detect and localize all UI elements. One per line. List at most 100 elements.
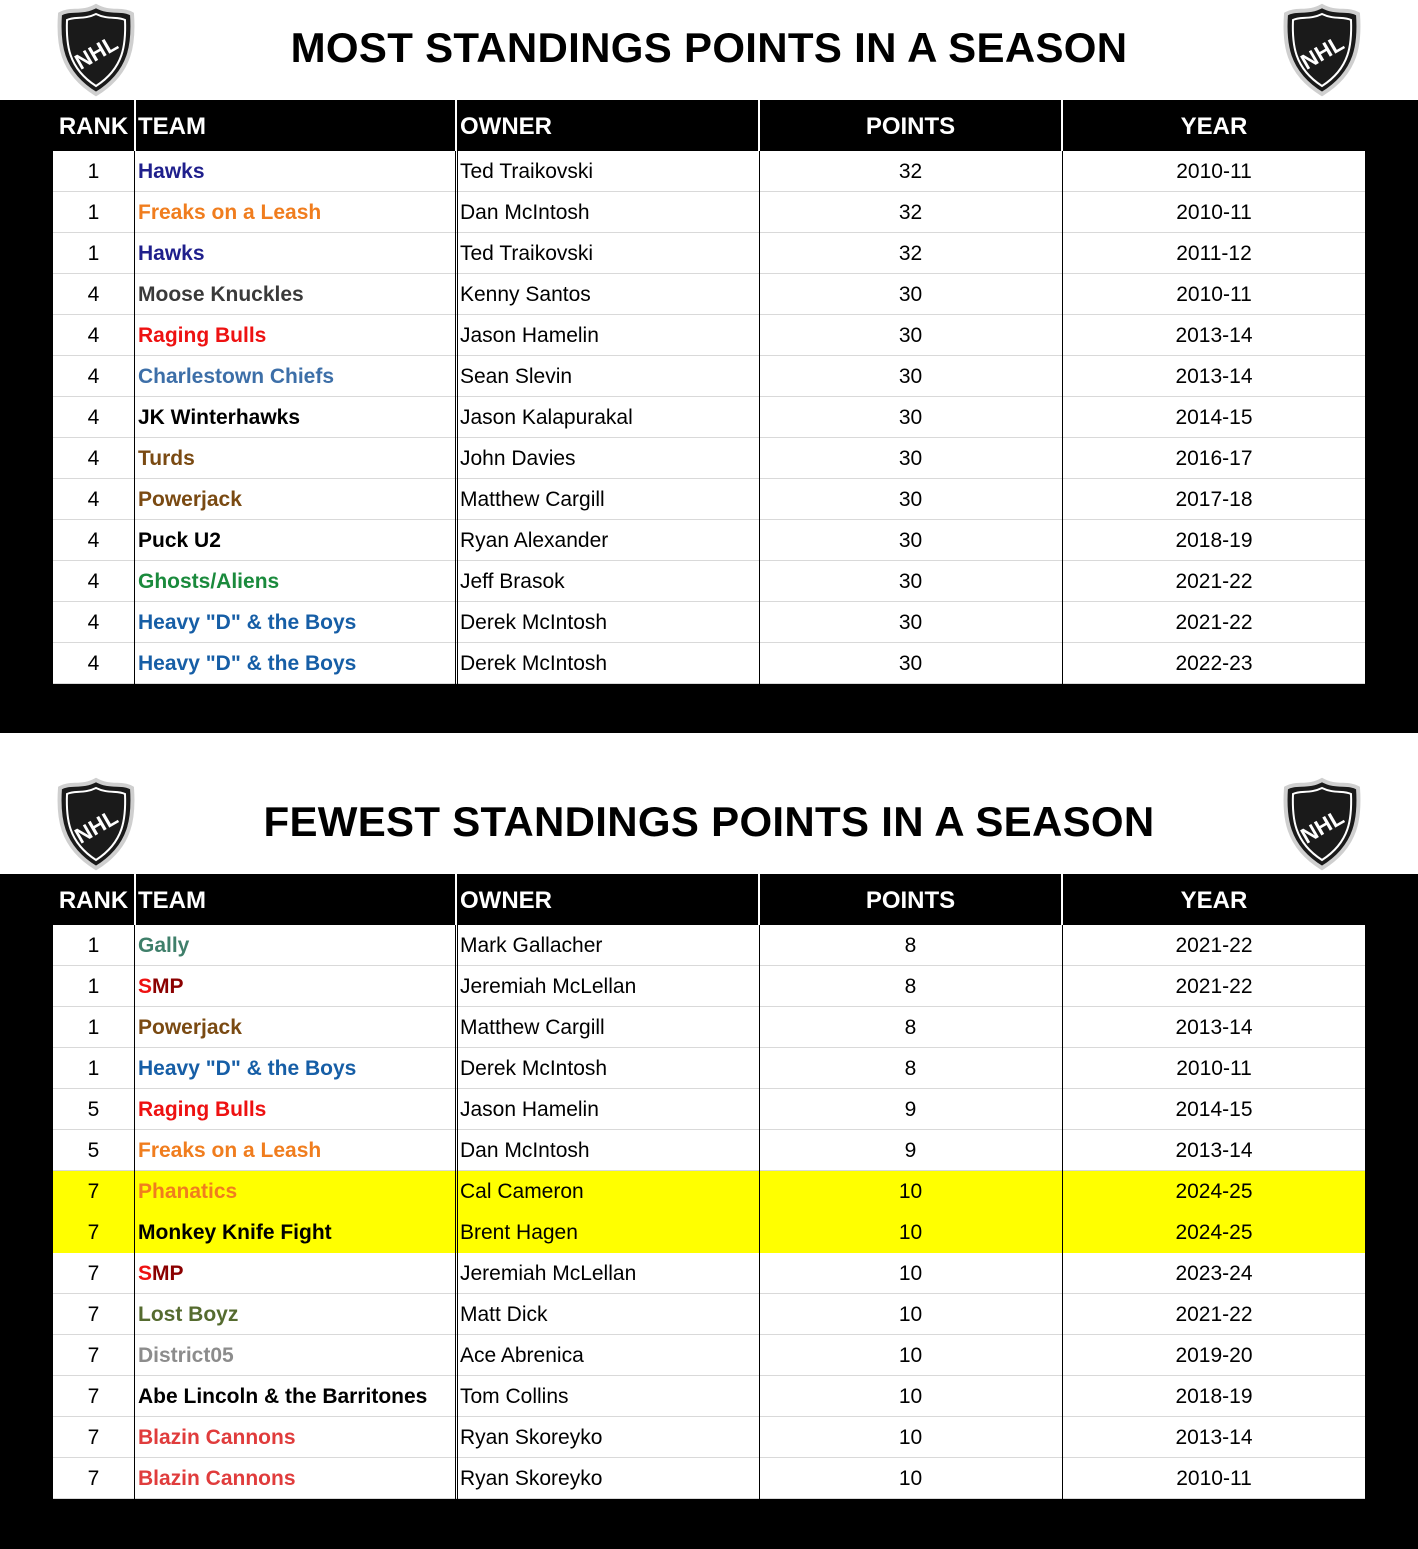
year-cell: 2023-24 [1175,1262,1253,1285]
owner-cell: Ryan Alexander [460,529,609,552]
rank-cell: 1 [87,975,100,998]
rank-cell: 7 [87,1385,100,1408]
points-cell: 8 [904,975,917,998]
year-cell: 2024-25 [1175,1221,1253,1244]
owner-cell: Ted Traikovski [460,160,594,183]
year-cell: 2022-23 [1175,652,1253,675]
rank-cell: 1 [87,1057,100,1080]
points-cell: 10 [898,1467,923,1490]
points-cell: 10 [898,1426,923,1449]
table-row: 7 Blazin Cannons Ryan Skoreyko 10 2010-11 [53,1458,1365,1499]
table-row: 7 SMP Jeremiah McLellan 10 2023-24 [53,1253,1365,1294]
points-cell: 30 [898,324,923,347]
team-cell: Heavy "D" & the Boys [138,1057,357,1080]
team-cell: Hawks [138,160,205,183]
owner-cell: Mark Gallacher [460,934,603,957]
owner-cell: Jason Hamelin [460,1098,599,1121]
rank-cell: 5 [87,1098,100,1121]
year-cell: 2014-15 [1175,406,1253,429]
team-cell: Heavy "D" & the Boys [138,652,357,675]
rank-cell: 4 [87,447,100,470]
rank-cell: 4 [87,652,100,675]
table-row: 7 District05 Ace Abrenica 10 2019-20 [53,1335,1365,1376]
rank-cell: 5 [87,1139,100,1162]
year-cell: 2013-14 [1175,1139,1253,1162]
year-cell: 2024-25 [1175,1180,1253,1203]
table-row: 7 Lost Boyz Matt Dick 10 2021-22 [53,1294,1365,1335]
team-cell: Powerjack [138,1016,242,1039]
column-divider [1062,151,1063,684]
team-name-part: S [138,1262,153,1285]
column-divider [457,151,458,684]
fewest-title: FEWEST STANDINGS POINTS IN A SEASON [263,798,1155,845]
owner-cell: Ace Abrenica [460,1344,584,1367]
table-row: 1 Heavy "D" & the Boys Derek McIntosh 8 2010… [53,1048,1365,1089]
most-table: 1 Hawks Ted Traikovski 32 2010-11 1 Freaks on … [53,151,1365,684]
owner-cell: Ryan Skoreyko [460,1426,603,1449]
year-cell: 2010-11 [1176,201,1252,224]
team-cell: Heavy "D" & the Boys [138,611,357,634]
table-row: 7 Phanatics Cal Cameron 10 2024-25 [53,1171,1365,1212]
owner-cell: Derek McIntosh [460,652,608,675]
points-cell: 10 [898,1344,923,1367]
rank-cell: 1 [87,201,100,224]
header-owner: OWNER [460,887,552,914]
table-row: 7 Abe Lincoln & the Barritones Tom Collins… [53,1376,1365,1417]
team-cell: SMP [138,966,454,1007]
year-cell: 2016-17 [1175,447,1253,470]
team-cell: District05 [138,1344,234,1367]
rank-cell: 1 [87,242,100,265]
year-cell: 2019-20 [1175,1344,1253,1367]
points-cell: 10 [898,1385,923,1408]
header-year: YEAR [1180,113,1248,140]
header-rank: RANK [58,113,129,140]
rank-cell: 1 [87,934,100,957]
column-divider [1062,925,1063,1499]
year-cell: 2013-14 [1175,1016,1253,1039]
owner-cell: Sean Slevin [460,365,573,388]
year-cell: 2010-11 [1176,1057,1252,1080]
points-cell: 10 [898,1221,923,1244]
rank-cell: 7 [87,1221,100,1244]
header-points: POINTS [865,887,956,914]
most-header-row: RANK TEAM OWNER POINTS YEAR [53,100,1365,152]
team-cell: Abe Lincoln & the Barritones [138,1385,428,1408]
points-cell: 30 [898,283,923,306]
table-row: 1 Powerjack Matthew Cargill 8 2013-14 [53,1007,1365,1048]
table-row: 4 Heavy "D" & the Boys Derek McIntosh 30 202… [53,602,1365,643]
team-name-part: S [138,975,153,998]
team-cell: Puck U2 [138,529,221,552]
year-cell: 2021-22 [1175,934,1253,957]
team-cell: Turds [138,447,195,470]
team-cell: SMP [138,1253,454,1294]
team-cell: Hawks [138,242,205,265]
rank-cell: 7 [87,1467,100,1490]
table-row: 5 Raging Bulls Jason Hamelin 9 2014-15 [53,1089,1365,1130]
points-cell: 30 [898,611,923,634]
team-name-part: MP [152,1262,184,1285]
points-cell: 10 [898,1180,923,1203]
year-cell: 2021-22 [1175,570,1253,593]
team-cell: Blazin Cannons [138,1426,296,1449]
table-row: 1 Freaks on a Leash Dan McIntosh 32 2010-11 [53,192,1365,233]
rank-cell: 4 [87,406,100,429]
owner-cell: John Davies [460,447,576,470]
points-cell: 32 [898,160,923,183]
points-cell: 8 [904,1016,917,1039]
table-row: 7 Monkey Knife Fight Brent Hagen 10 2024-25 [53,1212,1365,1253]
table-row: 1 Gally Mark Gallacher 8 2021-22 [53,925,1365,966]
nhl-logo-icon: NHL [57,3,135,97]
rank-cell: 4 [87,529,100,552]
rank-cell: 4 [87,365,100,388]
points-cell: 9 [904,1139,917,1162]
table-row: 4 Moose Knuckles Kenny Santos 30 2010-11 [53,274,1365,315]
rank-cell: 7 [87,1344,100,1367]
owner-cell: Kenny Santos [460,283,591,306]
points-cell: 30 [898,406,923,429]
rank-cell: 7 [87,1180,100,1203]
column-divider [457,925,458,1499]
points-cell: 30 [898,570,923,593]
header-owner: OWNER [460,113,552,140]
team-cell: Phanatics [138,1180,238,1203]
column-divider [455,151,456,684]
